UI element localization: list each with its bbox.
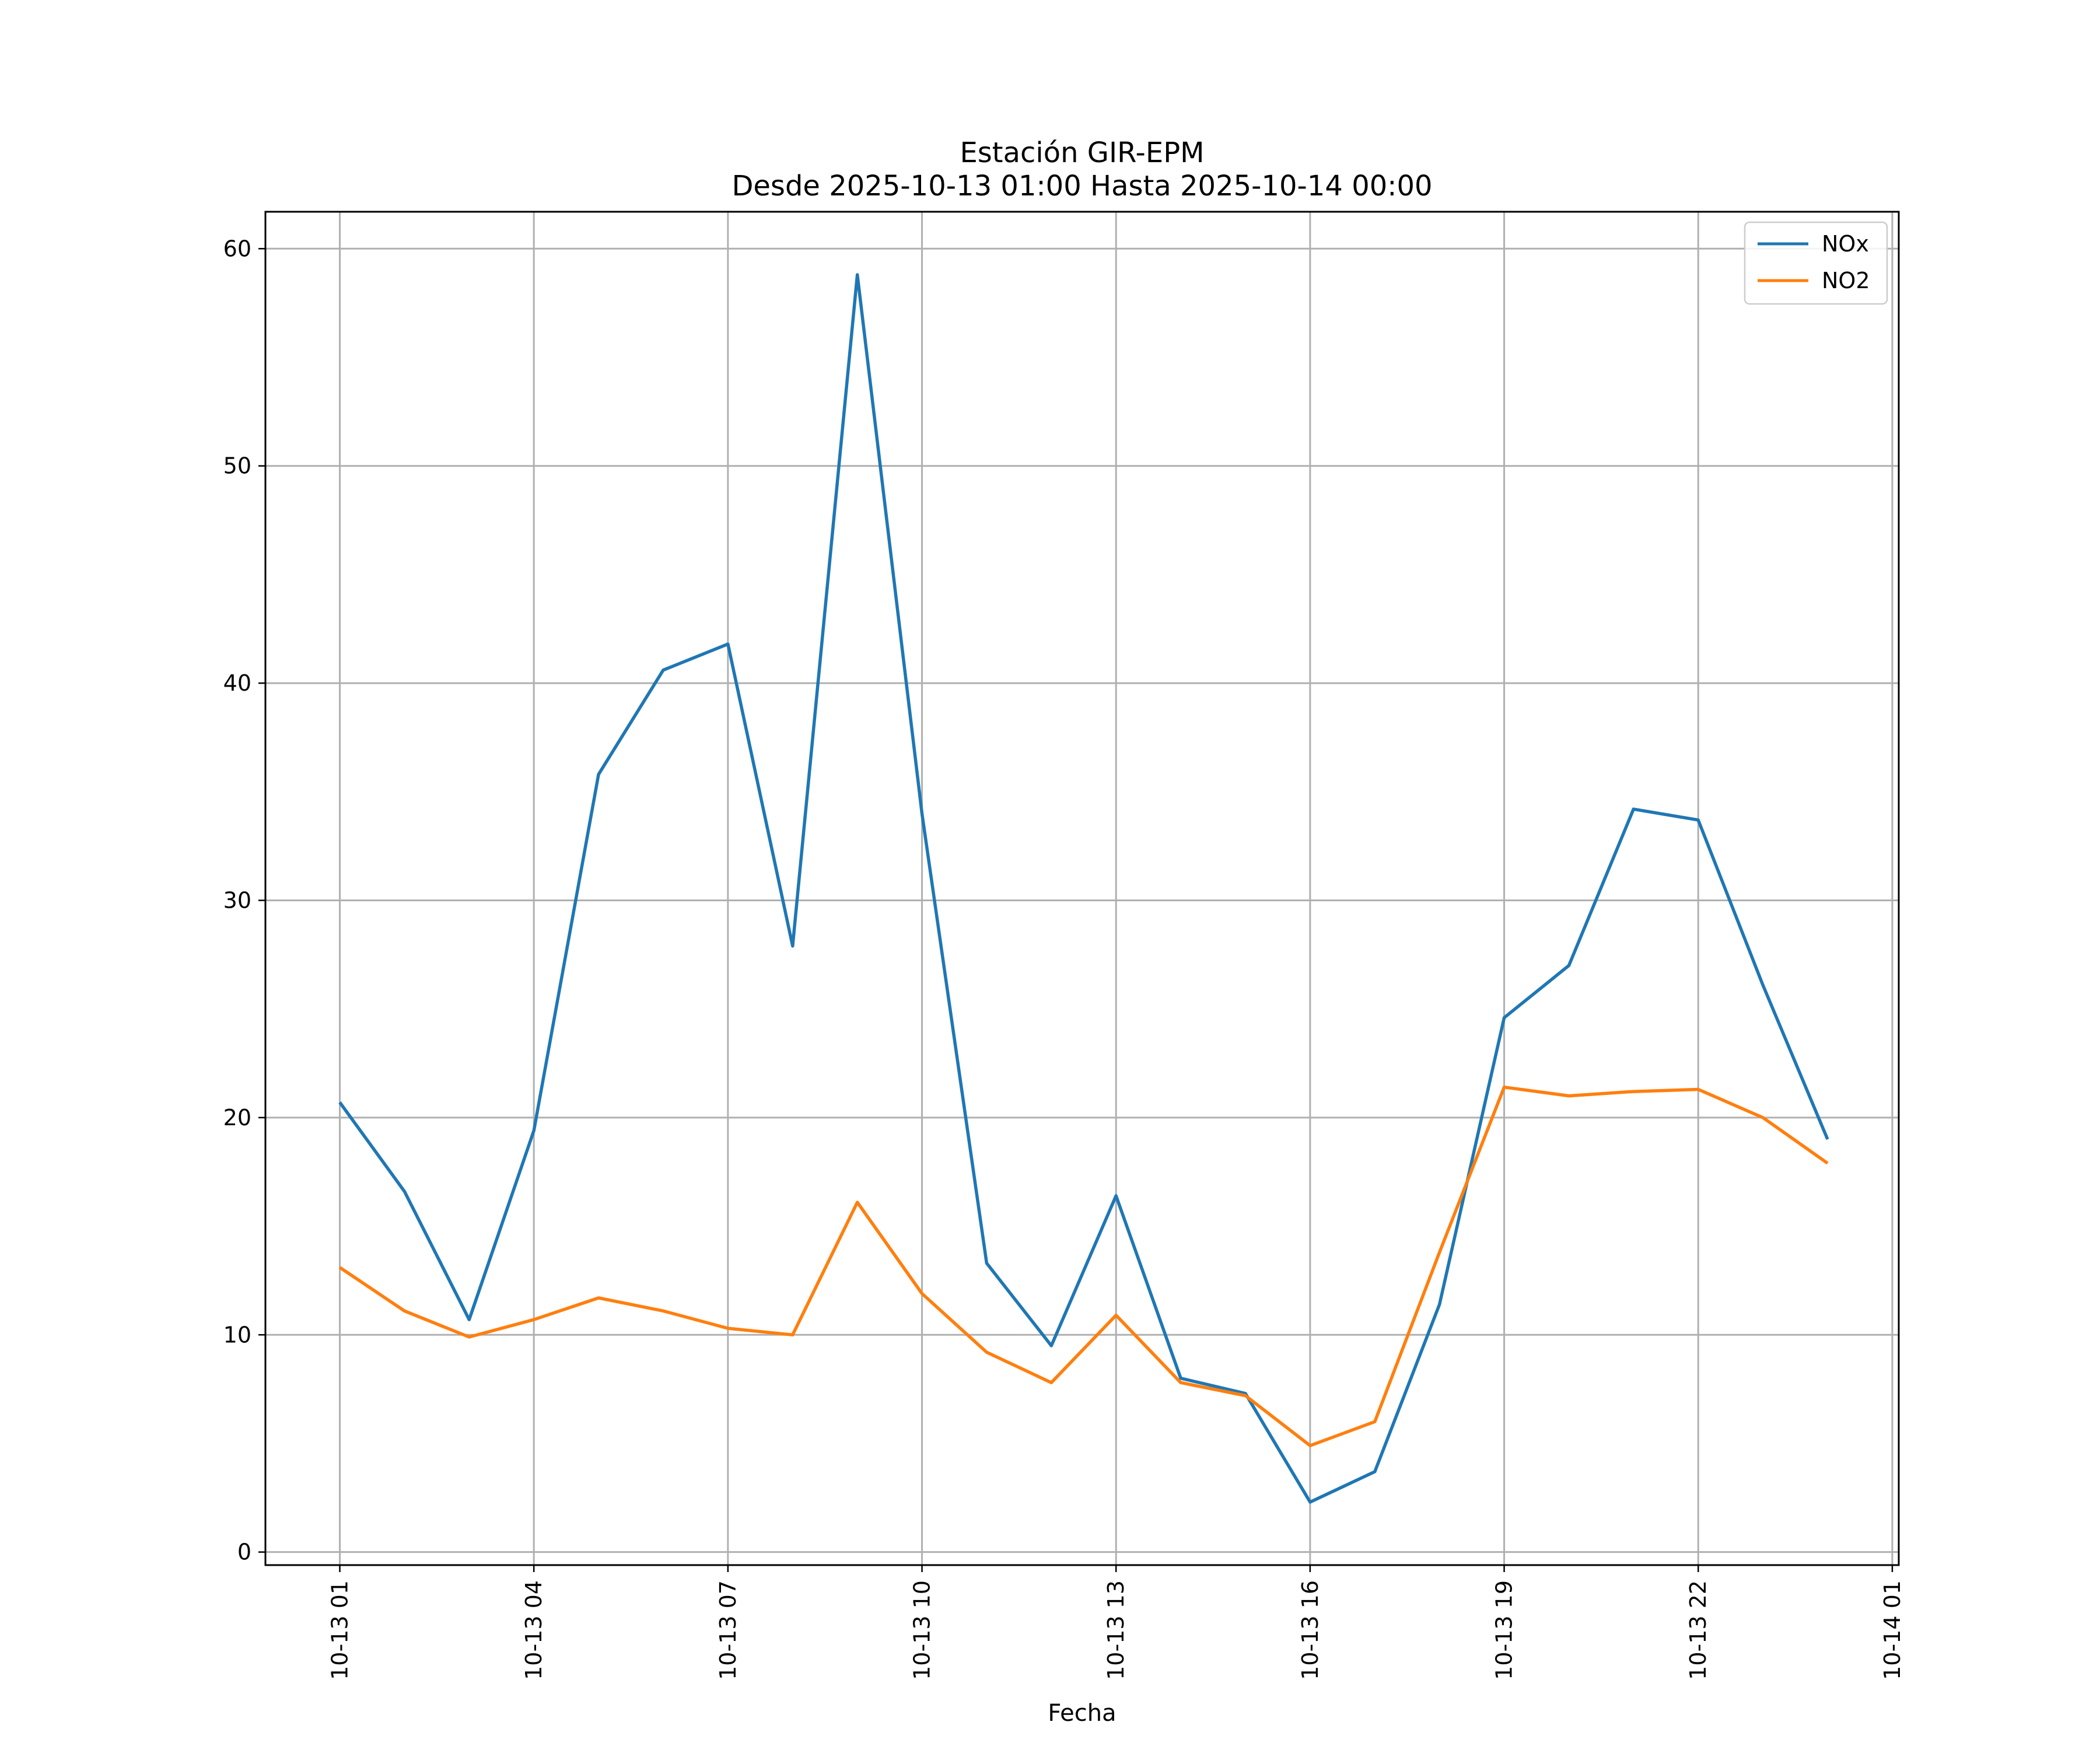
y-tick-label: 60 (223, 236, 251, 261)
x-tick-label: 10-13 19 (1492, 1580, 1517, 1680)
axis-ticks: 0 10 20 30 40 50 60 10-13 01 10-13 04 10-13 07 10-… (223, 236, 1905, 1680)
series-line-no2 (338, 1085, 1829, 1447)
x-tick-label: 10-14 01 (1880, 1580, 1905, 1680)
legend: NOx NO2 (1744, 221, 1888, 305)
y-tick-label: 10 (223, 1322, 251, 1348)
y-tick-label: 50 (223, 453, 251, 479)
x-tick-label: 10-13 16 (1297, 1580, 1323, 1680)
x-tick-label: 10-13 22 (1685, 1580, 1711, 1680)
y-tick-label: 40 (223, 670, 251, 696)
x-tick-label: 10-13 07 (715, 1580, 741, 1680)
x-tick-label: 10-13 13 (1103, 1580, 1129, 1680)
legend-label-nox: NOx (1822, 231, 1869, 257)
x-tick-label: 10-13 01 (327, 1580, 353, 1680)
series-line-nox (338, 273, 1829, 1504)
chart-title-line-2: Desde 2025-10-13 01:00 Hasta 2025-10-14 … (732, 170, 1432, 202)
legend-label-no2: NO2 (1822, 268, 1870, 293)
chart-title-line-1: Estación GIR-EPM (960, 136, 1204, 169)
y-tick-label: 0 (237, 1539, 251, 1565)
plot-area-frame (264, 211, 1900, 1566)
x-axis-label: Fecha (1048, 1700, 1116, 1727)
series-lines (338, 273, 1829, 1504)
y-tick-label: 20 (223, 1105, 251, 1130)
x-tick-label: 10-13 10 (909, 1580, 935, 1680)
x-tick-label: 10-13 04 (521, 1580, 547, 1680)
y-tick-label: 30 (223, 887, 251, 913)
